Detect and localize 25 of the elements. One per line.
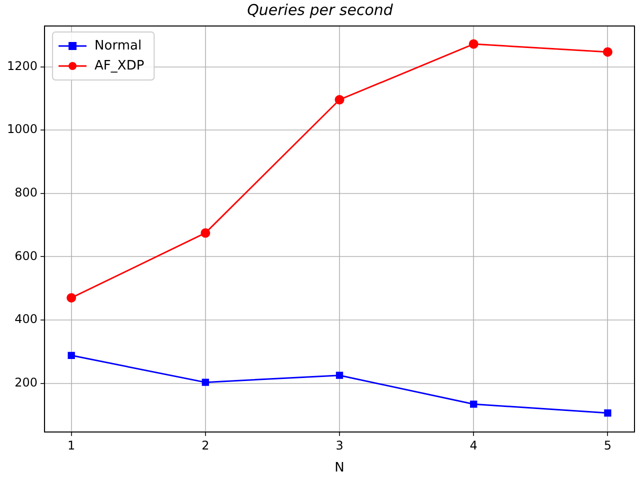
- y-tick-label: 600: [14, 248, 38, 263]
- point: [602, 47, 612, 57]
- legend-label: Normal: [94, 38, 142, 54]
- point: [200, 228, 210, 238]
- point: [604, 409, 612, 417]
- x-tick-label: 3: [336, 438, 344, 452]
- chart-title: Queries per second: [247, 0, 394, 19]
- point: [66, 293, 76, 303]
- legend-label: AF_XDP: [94, 58, 144, 74]
- point: [68, 352, 75, 359]
- y-tick-label: 800: [14, 186, 38, 200]
- point: [336, 372, 344, 379]
- point: [334, 94, 344, 104]
- y-tick-label: 1200: [6, 58, 38, 73]
- x-tick-label: 2: [202, 438, 210, 452]
- x-tick-label: 1: [68, 438, 76, 452]
- x-tick-label: 4: [470, 438, 478, 452]
- x-axis-title: N: [334, 460, 344, 476]
- y-tick-label: 200: [14, 375, 38, 390]
- point: [470, 400, 478, 408]
- point: [202, 378, 210, 386]
- y-tick-label: 1000: [6, 122, 38, 136]
- point: [468, 39, 478, 49]
- x-tick-label: 5: [604, 438, 612, 452]
- y-tick-label: 400: [14, 312, 38, 326]
